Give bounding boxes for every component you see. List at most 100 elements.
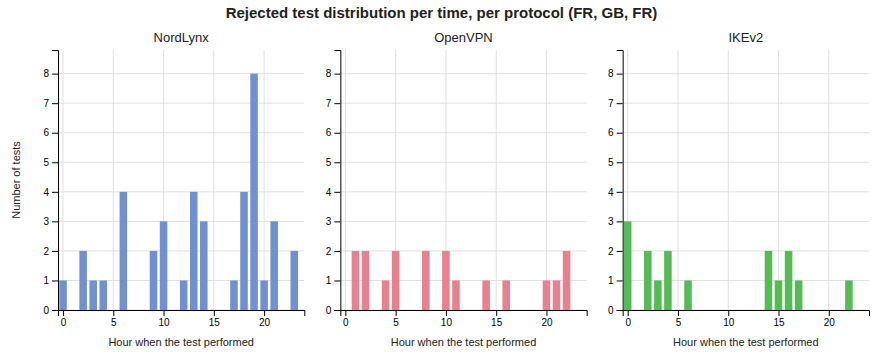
x-tick-mark <box>345 310 346 316</box>
x-tick-mark <box>728 310 729 316</box>
bar <box>785 251 793 310</box>
x-tick-mark <box>63 310 64 316</box>
y-tick: 4 <box>326 187 341 198</box>
grid-line-y <box>623 250 869 251</box>
x-tick-label: 0 <box>625 317 631 328</box>
y-tick-label: 2 <box>43 246 49 257</box>
x-tick-mark <box>446 310 447 316</box>
y-tick-label: 4 <box>43 187 49 198</box>
x-tick-mark <box>829 310 830 316</box>
y-tick-mark <box>334 310 340 311</box>
x-tick: 5 <box>393 310 399 328</box>
grid-line-y <box>58 73 304 74</box>
y-tick-mark <box>52 192 58 193</box>
x-tick-mark <box>264 310 265 316</box>
x-tick-label: 5 <box>393 317 399 328</box>
x-axis-line <box>341 311 587 317</box>
y-tick-label: 6 <box>326 127 332 138</box>
y-tick-label: 3 <box>608 216 614 227</box>
x-tick: 20 <box>824 310 836 328</box>
y-tick-mark <box>617 74 623 75</box>
y-tick-label: 5 <box>43 157 49 168</box>
y-tick: 6 <box>43 127 58 138</box>
bar <box>270 221 278 310</box>
y-tick: 2 <box>326 246 341 257</box>
y-tick-mark <box>334 103 340 104</box>
bar <box>120 192 128 310</box>
x-tick-label: 20 <box>541 317 553 328</box>
x-tick: 0 <box>625 310 631 328</box>
y-tick-mark <box>334 221 340 222</box>
grid <box>340 50 586 310</box>
y-tick: 4 <box>608 187 623 198</box>
grid-line-y <box>340 221 586 222</box>
bar <box>240 192 248 310</box>
bar <box>543 280 551 310</box>
x-tick-label: 10 <box>723 317 735 328</box>
x-tick-mark <box>779 310 780 316</box>
x-tick-mark <box>113 310 114 316</box>
y-tick-mark <box>617 103 623 104</box>
subplot-title: OpenVPN <box>434 30 493 45</box>
y-axis-title: Number of tests <box>10 141 22 219</box>
grid-line-y <box>340 73 586 74</box>
bar <box>624 221 632 310</box>
y-tick-label: 8 <box>608 68 614 79</box>
y-axis: 012345678 <box>326 51 341 316</box>
x-tick-label: 20 <box>824 317 836 328</box>
grid-line-x <box>63 50 64 310</box>
grid-line-x <box>213 50 214 310</box>
grid-line-y <box>623 132 869 133</box>
x-tick: 0 <box>61 310 67 328</box>
y-tick-label: 2 <box>608 246 614 257</box>
y-tick-mark <box>617 280 623 281</box>
y-tick-label: 2 <box>326 246 332 257</box>
x-tick: 5 <box>676 310 682 328</box>
x-tick: 0 <box>343 310 349 328</box>
x-tick: 15 <box>209 310 221 328</box>
y-tick: 7 <box>608 98 623 109</box>
y-tick-label: 3 <box>326 216 332 227</box>
bars <box>59 74 298 310</box>
x-tick-label: 10 <box>441 317 453 328</box>
y-tick: 0 <box>43 305 58 316</box>
y-tick-mark <box>52 74 58 75</box>
y-tick: 0 <box>608 305 623 316</box>
y-tick-label: 0 <box>43 305 49 316</box>
y-tick-label: 0 <box>326 305 332 316</box>
grid <box>58 50 304 310</box>
x-axis: 0 5 10 15 20 <box>623 310 869 328</box>
bar <box>79 251 87 310</box>
y-tick-mark <box>617 310 623 311</box>
x-tick-label: 15 <box>773 317 785 328</box>
bar <box>664 251 672 310</box>
x-tick-label: 15 <box>491 317 503 328</box>
x-tick: 5 <box>111 310 117 328</box>
x-tick-label: 15 <box>209 317 221 328</box>
y-tick-mark <box>52 162 58 163</box>
grid-line-y <box>340 191 586 192</box>
x-axis-title: Hour when the test performed <box>108 336 254 348</box>
bar <box>291 251 299 310</box>
y-tick-label: 8 <box>43 68 49 79</box>
grid-line-y <box>623 221 869 222</box>
grid-line-y <box>340 132 586 133</box>
bar <box>452 280 460 310</box>
y-tick-mark <box>617 133 623 134</box>
chart-root: Rejected test distribution per time, per… <box>0 0 883 356</box>
grid-line-x <box>113 50 114 310</box>
bar <box>775 280 783 310</box>
x-axis-line <box>623 311 869 317</box>
panel: 05101520012345678NordLynxHour when the t… <box>10 30 305 348</box>
bar <box>260 280 268 310</box>
y-axis-line <box>334 51 341 311</box>
y-tick: 7 <box>43 98 58 109</box>
y-tick: 1 <box>43 275 58 286</box>
grid-line-y <box>623 73 869 74</box>
grid-line-x <box>496 50 497 310</box>
grid-line-y <box>623 162 869 163</box>
y-tick-mark <box>617 251 623 252</box>
y-axis-line <box>52 51 59 311</box>
y-tick-mark <box>52 221 58 222</box>
bar <box>563 251 571 310</box>
